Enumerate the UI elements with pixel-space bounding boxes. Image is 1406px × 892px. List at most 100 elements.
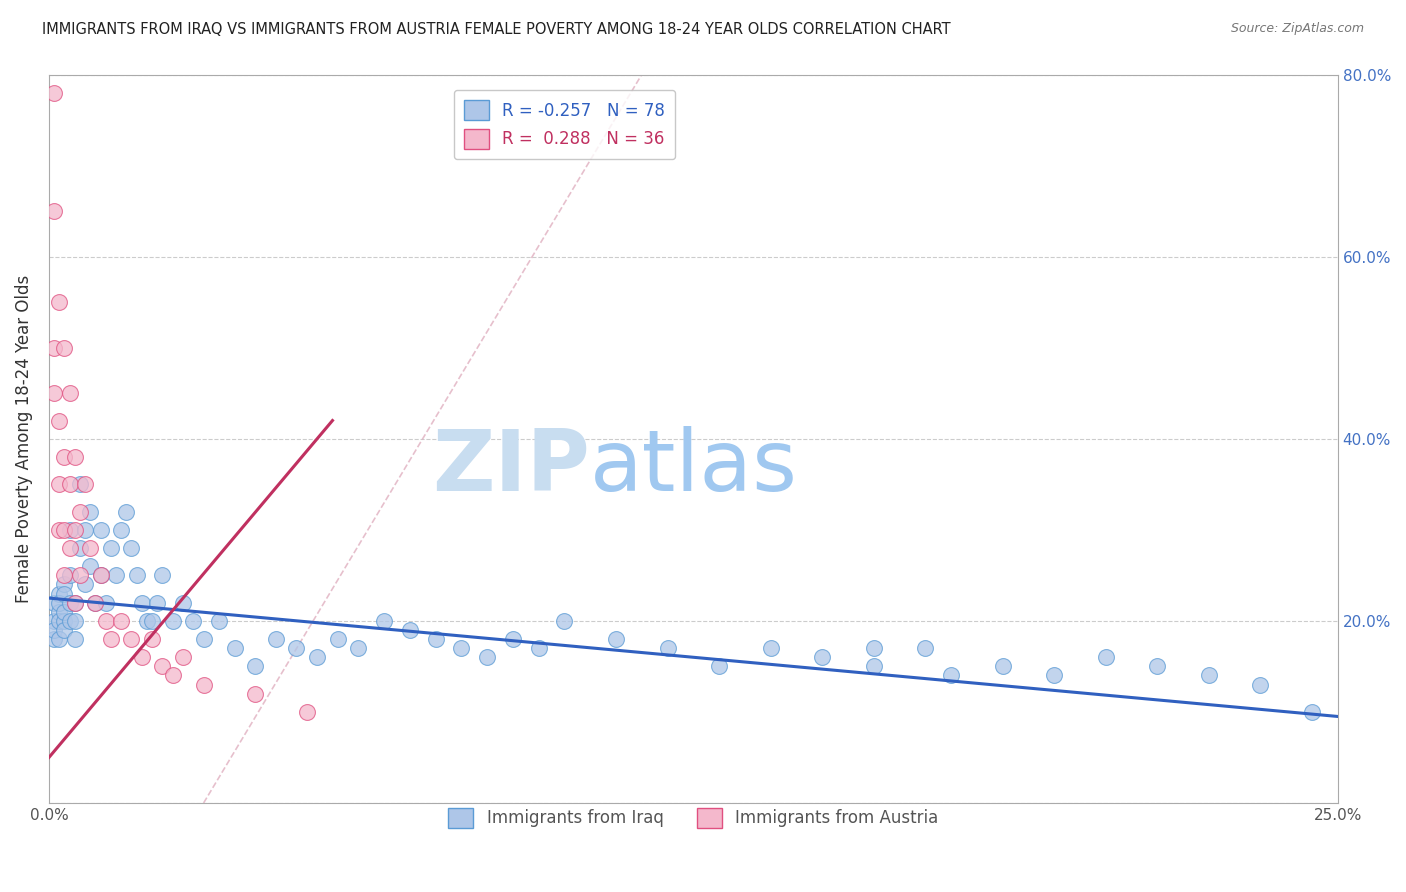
Point xyxy=(162,614,184,628)
Point xyxy=(58,386,80,401)
Point xyxy=(63,450,86,464)
Point xyxy=(162,668,184,682)
Point xyxy=(172,650,194,665)
Point xyxy=(58,477,80,491)
Point xyxy=(759,641,782,656)
Point xyxy=(79,505,101,519)
Point xyxy=(94,596,117,610)
Point xyxy=(79,541,101,555)
Point xyxy=(295,705,318,719)
Point xyxy=(48,477,70,491)
Point xyxy=(450,641,472,656)
Point xyxy=(285,641,308,656)
Point xyxy=(53,623,76,637)
Point xyxy=(1198,668,1220,682)
Point xyxy=(69,477,91,491)
Point xyxy=(862,641,884,656)
Point xyxy=(110,523,132,537)
Point xyxy=(110,614,132,628)
Point xyxy=(58,614,80,628)
Point xyxy=(73,577,96,591)
Point xyxy=(120,541,142,555)
Point xyxy=(104,568,127,582)
Y-axis label: Female Poverty Among 18-24 Year Olds: Female Poverty Among 18-24 Year Olds xyxy=(15,275,32,603)
Point xyxy=(1094,650,1116,665)
Point xyxy=(42,632,65,646)
Point xyxy=(707,659,730,673)
Point xyxy=(425,632,447,646)
Point xyxy=(326,632,349,646)
Point xyxy=(42,386,65,401)
Point xyxy=(69,541,91,555)
Point xyxy=(657,641,679,656)
Point xyxy=(141,614,163,628)
Point xyxy=(58,541,80,555)
Point xyxy=(42,341,65,355)
Point xyxy=(84,596,107,610)
Point xyxy=(141,632,163,646)
Point xyxy=(48,605,70,619)
Legend: Immigrants from Iraq, Immigrants from Austria: Immigrants from Iraq, Immigrants from Au… xyxy=(441,801,945,835)
Point xyxy=(48,295,70,310)
Point xyxy=(48,632,70,646)
Text: IMMIGRANTS FROM IRAQ VS IMMIGRANTS FROM AUSTRIA FEMALE POVERTY AMONG 18-24 YEAR : IMMIGRANTS FROM IRAQ VS IMMIGRANTS FROM … xyxy=(42,22,950,37)
Point xyxy=(373,614,395,628)
Point xyxy=(914,641,936,656)
Point xyxy=(120,632,142,646)
Point xyxy=(48,523,70,537)
Point xyxy=(150,568,173,582)
Point xyxy=(1249,677,1271,691)
Point xyxy=(939,668,962,682)
Point xyxy=(69,568,91,582)
Point xyxy=(243,687,266,701)
Point xyxy=(991,659,1014,673)
Point xyxy=(1146,659,1168,673)
Point xyxy=(53,341,76,355)
Point xyxy=(58,568,80,582)
Point xyxy=(53,577,76,591)
Point xyxy=(131,650,153,665)
Point xyxy=(42,623,65,637)
Point xyxy=(193,677,215,691)
Point xyxy=(305,650,328,665)
Point xyxy=(53,450,76,464)
Point xyxy=(53,586,76,600)
Point xyxy=(100,541,122,555)
Point xyxy=(347,641,370,656)
Point xyxy=(63,523,86,537)
Point xyxy=(100,632,122,646)
Point xyxy=(502,632,524,646)
Point xyxy=(475,650,498,665)
Point xyxy=(42,204,65,219)
Point xyxy=(208,614,231,628)
Point xyxy=(243,659,266,673)
Point xyxy=(58,596,80,610)
Point xyxy=(63,632,86,646)
Point xyxy=(115,505,138,519)
Point xyxy=(42,596,65,610)
Point xyxy=(53,605,76,619)
Point xyxy=(94,614,117,628)
Text: atlas: atlas xyxy=(591,426,799,509)
Point xyxy=(48,614,70,628)
Point xyxy=(42,614,65,628)
Text: Source: ZipAtlas.com: Source: ZipAtlas.com xyxy=(1230,22,1364,36)
Point xyxy=(58,523,80,537)
Point xyxy=(89,568,111,582)
Point xyxy=(553,614,575,628)
Point xyxy=(527,641,550,656)
Point xyxy=(172,596,194,610)
Point xyxy=(63,614,86,628)
Point xyxy=(69,505,91,519)
Point xyxy=(73,523,96,537)
Point xyxy=(193,632,215,646)
Point xyxy=(84,596,107,610)
Point xyxy=(135,614,157,628)
Point xyxy=(224,641,246,656)
Point xyxy=(48,596,70,610)
Point xyxy=(63,596,86,610)
Point xyxy=(63,596,86,610)
Point xyxy=(862,659,884,673)
Point xyxy=(1043,668,1066,682)
Point xyxy=(125,568,148,582)
